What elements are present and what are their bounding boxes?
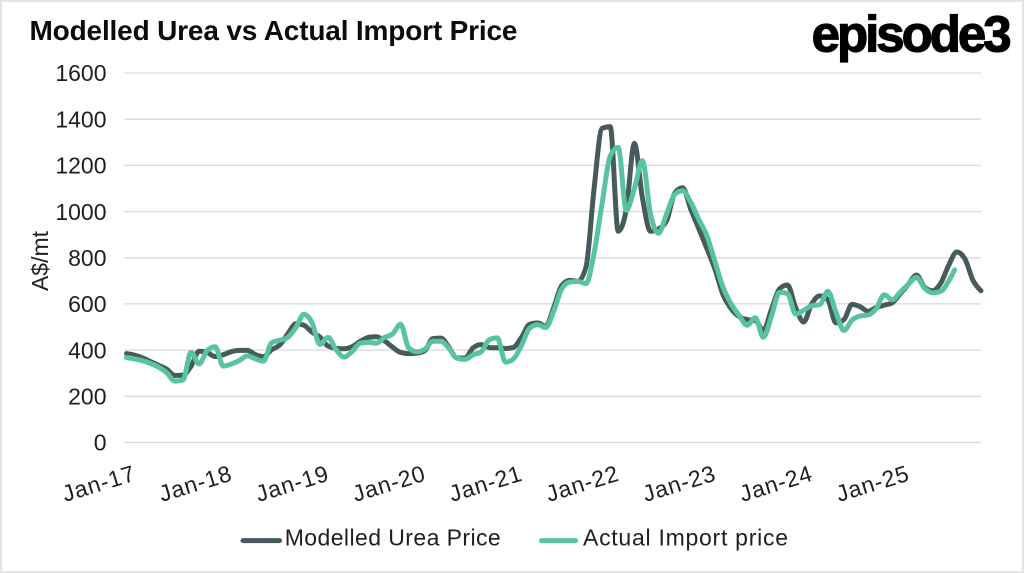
svg-text:400: 400 [68, 337, 106, 363]
svg-text:1400: 1400 [55, 106, 106, 132]
svg-text:600: 600 [68, 291, 106, 317]
svg-text:Modelled Urea Price: Modelled Urea Price [285, 525, 501, 551]
svg-text:A$/mt: A$/mt [27, 230, 53, 291]
svg-text:Actual Import price: Actual Import price [583, 525, 788, 551]
svg-text:1600: 1600 [55, 60, 106, 86]
svg-text:1000: 1000 [55, 199, 106, 225]
svg-text:0: 0 [94, 430, 107, 456]
svg-text:Modelled Urea vs Actual Import: Modelled Urea vs Actual Import Price [30, 15, 518, 46]
svg-text:1200: 1200 [55, 153, 106, 179]
svg-text:800: 800 [68, 245, 106, 271]
svg-text:episode3: episode3 [812, 5, 1012, 62]
svg-text:200: 200 [68, 384, 106, 410]
